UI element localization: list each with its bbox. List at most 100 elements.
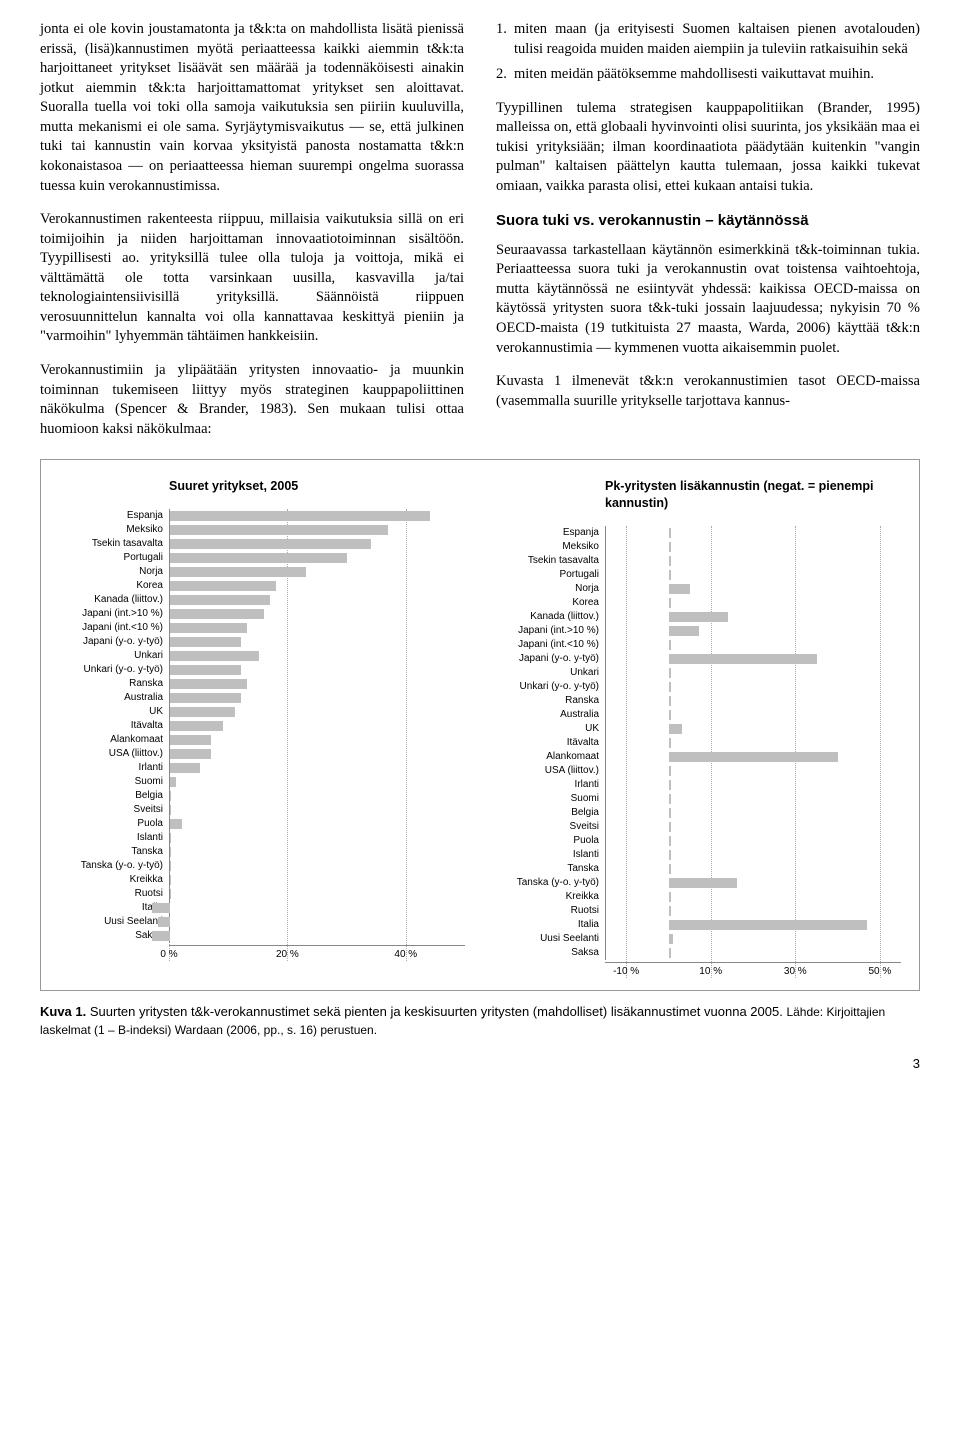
bar-label: Portugali — [495, 568, 605, 582]
bar-label: Japani (y-o. y-työ) — [59, 635, 169, 649]
bar — [170, 875, 171, 885]
body-paragraph: jonta ei ole kovin joustamatonta ja t&k:… — [40, 20, 464, 196]
bar-label: Ranska — [495, 694, 605, 708]
bar-label: Belgia — [495, 806, 605, 820]
bar — [170, 623, 247, 633]
bar — [170, 567, 306, 577]
bar-label: Norja — [495, 582, 605, 596]
list-item: 1. miten maan (ja erityisesti Suomen kal… — [496, 20, 920, 59]
bar-plot — [169, 915, 465, 929]
bar — [669, 752, 838, 762]
bar — [170, 721, 223, 731]
bar — [669, 864, 670, 874]
bar-row: Uusi Seelanti — [495, 932, 901, 946]
bar-row: Tanska (y-o. y-työ) — [495, 876, 901, 890]
bar-label: Sveitsi — [59, 803, 169, 817]
bar-label: UK — [495, 722, 605, 736]
bar-label: Suomi — [495, 792, 605, 806]
bar — [669, 794, 670, 804]
bar-row: Uusi Seelanti — [59, 915, 465, 929]
bar-row: Portugali — [495, 568, 901, 582]
bar-row: Saksa — [495, 946, 901, 960]
bar — [170, 791, 171, 801]
bar-plot — [169, 691, 465, 705]
bar-row: Tanska (y-o. y-työ) — [59, 859, 465, 873]
bar-label: Ruotsi — [495, 904, 605, 918]
bar — [669, 724, 682, 734]
bar-label: Tanska (y-o. y-työ) — [495, 876, 605, 890]
bar-plot — [169, 803, 465, 817]
x-axis: -10 %10 %30 %50 % — [495, 962, 901, 978]
bar-label: Espanja — [495, 526, 605, 540]
bar-plot — [605, 722, 901, 736]
bar-label: USA (liittov.) — [495, 764, 605, 778]
bar-label: Italia — [495, 918, 605, 932]
bar-row: Italia — [495, 918, 901, 932]
bar-row: USA (liittov.) — [495, 764, 901, 778]
bar-label: Itävalta — [495, 736, 605, 750]
bar — [170, 637, 241, 647]
bar-row: Alankomaat — [495, 750, 901, 764]
bar-label: Unkari — [495, 666, 605, 680]
bar-label: Norja — [59, 565, 169, 579]
caption-text: Suurten yritysten t&k-verokannustimet se… — [86, 1004, 786, 1019]
bar-row: Tanska — [59, 845, 465, 859]
bar-row: Australia — [59, 691, 465, 705]
bar — [158, 917, 170, 927]
bar-row: Irlanti — [59, 761, 465, 775]
bar-plot — [169, 635, 465, 649]
page-number: 3 — [40, 1055, 920, 1073]
bar-row: Islanti — [495, 848, 901, 862]
list-item: 2. miten meidän päätöksemme mahdollisest… — [496, 65, 920, 85]
bar — [669, 528, 670, 538]
bar-row: Japani (int.<10 %) — [495, 638, 901, 652]
bar-plot — [605, 596, 901, 610]
bar-plot — [605, 820, 901, 834]
bar-plot — [169, 747, 465, 761]
bar-plot — [605, 680, 901, 694]
bar-row: Italia — [59, 901, 465, 915]
bar — [170, 805, 171, 815]
bar-row: Kreikka — [495, 890, 901, 904]
bar — [170, 889, 171, 899]
bar-row: Suomi — [495, 792, 901, 806]
bar-label: Sveitsi — [495, 820, 605, 834]
bar-label: Japani (int.<10 %) — [495, 638, 605, 652]
bar-label: Uusi Seelanti — [59, 915, 169, 929]
bar-row: Norja — [59, 565, 465, 579]
bar — [170, 609, 264, 619]
bar — [669, 808, 670, 818]
bar-plot — [169, 705, 465, 719]
bar-plot — [169, 579, 465, 593]
bar — [669, 682, 670, 692]
list-number: 2. — [496, 65, 514, 85]
bar-label: Uusi Seelanti — [495, 932, 605, 946]
bar-row: Portugali — [59, 551, 465, 565]
bar-plot — [605, 946, 901, 960]
list-number: 1. — [496, 20, 514, 59]
bar — [669, 780, 670, 790]
bar-plot — [605, 932, 901, 946]
bar — [170, 847, 171, 857]
bar-row: Irlanti — [495, 778, 901, 792]
axis-tick: -10 % — [613, 965, 639, 979]
bar — [170, 707, 235, 717]
bar — [669, 542, 670, 552]
bar — [669, 878, 736, 888]
bar — [170, 693, 241, 703]
chart-title: Pk-yritysten lisäkannustin (negat. = pie… — [495, 478, 901, 512]
bar — [669, 948, 670, 958]
bar-plot — [605, 568, 901, 582]
caption-label: Kuva 1. — [40, 1004, 86, 1019]
x-axis: 0 %20 %40 % — [59, 945, 465, 961]
bar-row: Itävalta — [495, 736, 901, 750]
bar — [669, 836, 670, 846]
body-paragraph: Tyypillinen tulema strategisen kauppapol… — [496, 99, 920, 197]
figure-caption: Kuva 1. Suurten yritysten t&k-verokannus… — [40, 1003, 920, 1039]
bar — [669, 556, 670, 566]
figure-1: Suuret yritykset, 2005 EspanjaMeksikoTse… — [40, 459, 920, 991]
bar-label: Unkari (y-o. y-työ) — [495, 680, 605, 694]
bar-row: Puola — [59, 817, 465, 831]
bar-plot — [605, 764, 901, 778]
bar-row: Unkari — [59, 649, 465, 663]
